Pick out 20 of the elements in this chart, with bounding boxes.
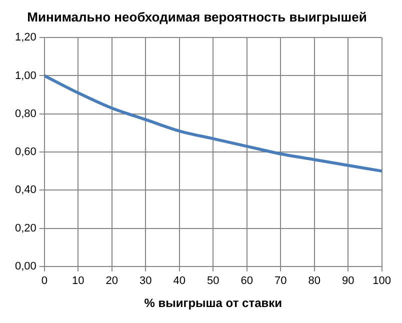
x-tick-label: 40 [173,275,186,288]
y-tick-label: 0,20 [14,222,36,234]
x-tick-label: 20 [106,275,118,288]
x-tick-label: 100 [372,275,392,288]
x-tick-label: 80 [308,275,320,288]
x-tick-label: 60 [240,275,253,288]
x-tick-label: 70 [274,275,287,288]
x-axis-title: % выигрыша от ставки [144,296,282,310]
x-tick-label: 50 [206,275,220,288]
x-tick-label: 0 [41,275,48,288]
y-tick-label: 0,60 [14,146,36,158]
x-tick-label: 30 [140,275,152,288]
x-tick-label: 90 [342,275,354,288]
y-tick-label: 0,40 [14,184,36,196]
y-tick-label: 0,00 [14,260,36,272]
x-tick-label: 10 [72,275,84,288]
y-tick-label: 1,20 [14,32,36,44]
y-tick-label: 1,00 [14,70,36,82]
chart-title: Минимально необходимая вероятность выигрышей [27,9,367,24]
y-tick-label: 0,80 [14,108,36,120]
